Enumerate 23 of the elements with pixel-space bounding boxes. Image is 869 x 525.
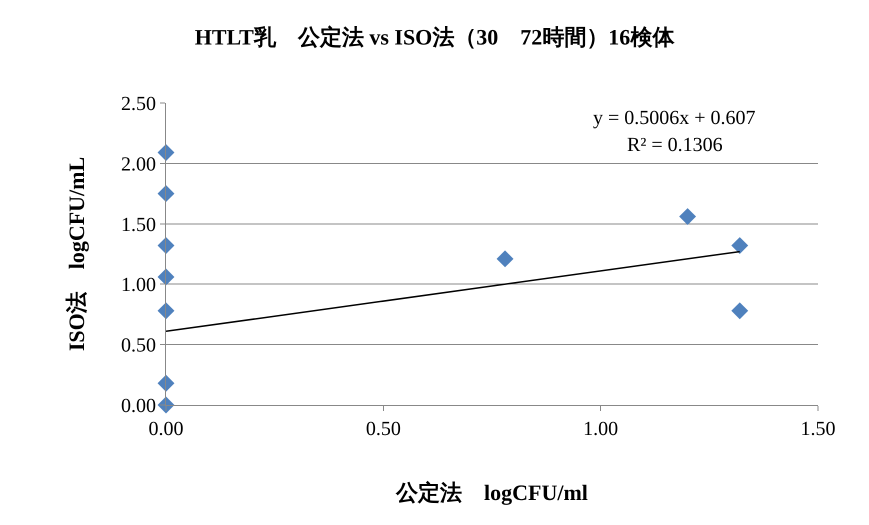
x-tick-label: 0.50: [366, 418, 401, 440]
point: [731, 237, 748, 254]
x-tick-label: 1.00: [583, 418, 618, 440]
y-tick-label: 0.00: [121, 395, 156, 417]
point: [158, 374, 174, 392]
x-tick-label: 0.00: [148, 418, 184, 440]
y-tick-label: 0.50: [121, 334, 156, 357]
x-axis-title: 公定法 logCFU/ml: [395, 480, 588, 505]
point: [731, 302, 748, 320]
y-tick-label: 1.00: [121, 274, 156, 296]
y-axis-title: ISO法 logCFU/mL: [64, 156, 89, 352]
y-tick-label: 2.50: [121, 93, 156, 115]
y-tick-label: 1.50: [121, 214, 156, 236]
annotation: y = 0.5006x + 0.607: [593, 107, 756, 129]
y-tick-label: 2.00: [121, 153, 156, 176]
point: [158, 185, 174, 202]
annotation: R² = 0.1306: [627, 134, 723, 156]
point: [679, 208, 696, 225]
point: [158, 268, 174, 286]
x-tick-label: 1.50: [800, 418, 836, 440]
point: [158, 302, 174, 320]
chart-title: HTLT乳 公定法 vs ISO法（30 72時間）16検体: [194, 24, 676, 50]
point: [496, 250, 514, 268]
